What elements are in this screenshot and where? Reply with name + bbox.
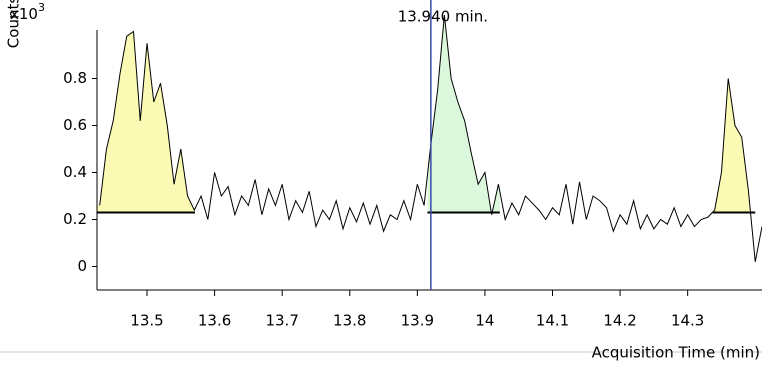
y-multiplier: x103 xyxy=(10,1,45,23)
x-tick-label: 14 xyxy=(475,312,494,330)
y-multiplier-exponent: 3 xyxy=(38,1,45,14)
y-tick-label: 0.2 xyxy=(63,210,87,228)
y-tick-label: 0.4 xyxy=(63,163,87,181)
x-tick-label: 13.6 xyxy=(198,312,231,330)
x-axis-label: Acquisition Time (min) xyxy=(592,344,760,362)
y-tick-label: 0.6 xyxy=(63,116,87,134)
y-tick-label: 0.8 xyxy=(63,69,87,87)
y-multiplier-base: x10 xyxy=(10,5,38,23)
peak-area xyxy=(97,31,195,213)
x-tick-label: 14.2 xyxy=(603,312,636,330)
peak-area xyxy=(427,15,500,213)
x-tick-label: 14.1 xyxy=(536,312,569,330)
marker-label: 13.940 min. xyxy=(398,8,488,26)
peak-area xyxy=(712,78,756,213)
x-tick-label: 13.9 xyxy=(401,312,434,330)
x-tick-label: 13.7 xyxy=(265,312,298,330)
y-axis-label: Counts xyxy=(5,0,23,48)
x-tick-label: 13.5 xyxy=(130,312,163,330)
y-tick-label: 0 xyxy=(77,257,87,275)
x-tick-label: 13.8 xyxy=(333,312,366,330)
x-tick-label: 14.3 xyxy=(671,312,704,330)
